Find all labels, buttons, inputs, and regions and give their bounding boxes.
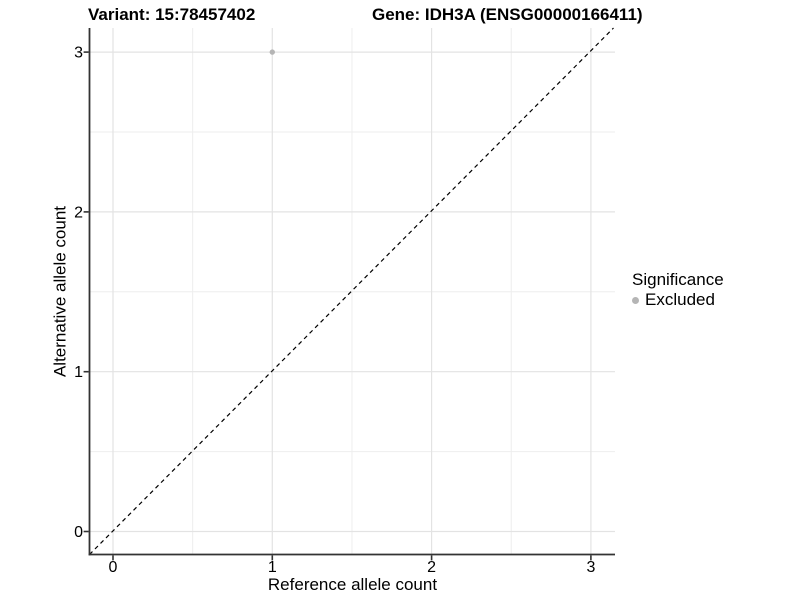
y-tick-label: 1 [74, 364, 83, 381]
data-point [269, 49, 275, 55]
gridlines-minor [89, 28, 615, 555]
tick-marks [83, 51, 592, 561]
y-tick-label: 3 [74, 45, 83, 62]
x-tick-label: 3 [586, 559, 595, 576]
identity-line [89, 27, 614, 555]
plot-title-gene: Gene: IDH3A (ENSG00000166411) [372, 5, 643, 24]
x-tick-label: 1 [268, 559, 277, 576]
y-tick-label: 0 [74, 524, 83, 541]
excluded-point-icon [632, 297, 639, 304]
x-axis-title: Reference allele count [267, 575, 438, 594]
legend-item-excluded: Excluded [630, 290, 724, 309]
plot-title-variant: Variant: 15:78457402 [88, 5, 256, 24]
x-tick-label: 0 [109, 559, 118, 576]
tick-labels: 0 1 2 3 0 1 2 3 [74, 45, 595, 576]
y-tick-label: 2 [74, 204, 83, 221]
identity-reference-line [89, 27, 614, 555]
legend-title: Significance [632, 270, 724, 289]
gridlines-major [89, 28, 615, 555]
y-axis-title: Alternative allele count [50, 205, 70, 378]
legend-item-label: Excluded [645, 290, 715, 309]
data-points [269, 49, 275, 55]
legend: Significance Excluded [630, 270, 724, 309]
x-tick-label: 2 [427, 559, 436, 576]
axis-lines [88, 28, 615, 556]
